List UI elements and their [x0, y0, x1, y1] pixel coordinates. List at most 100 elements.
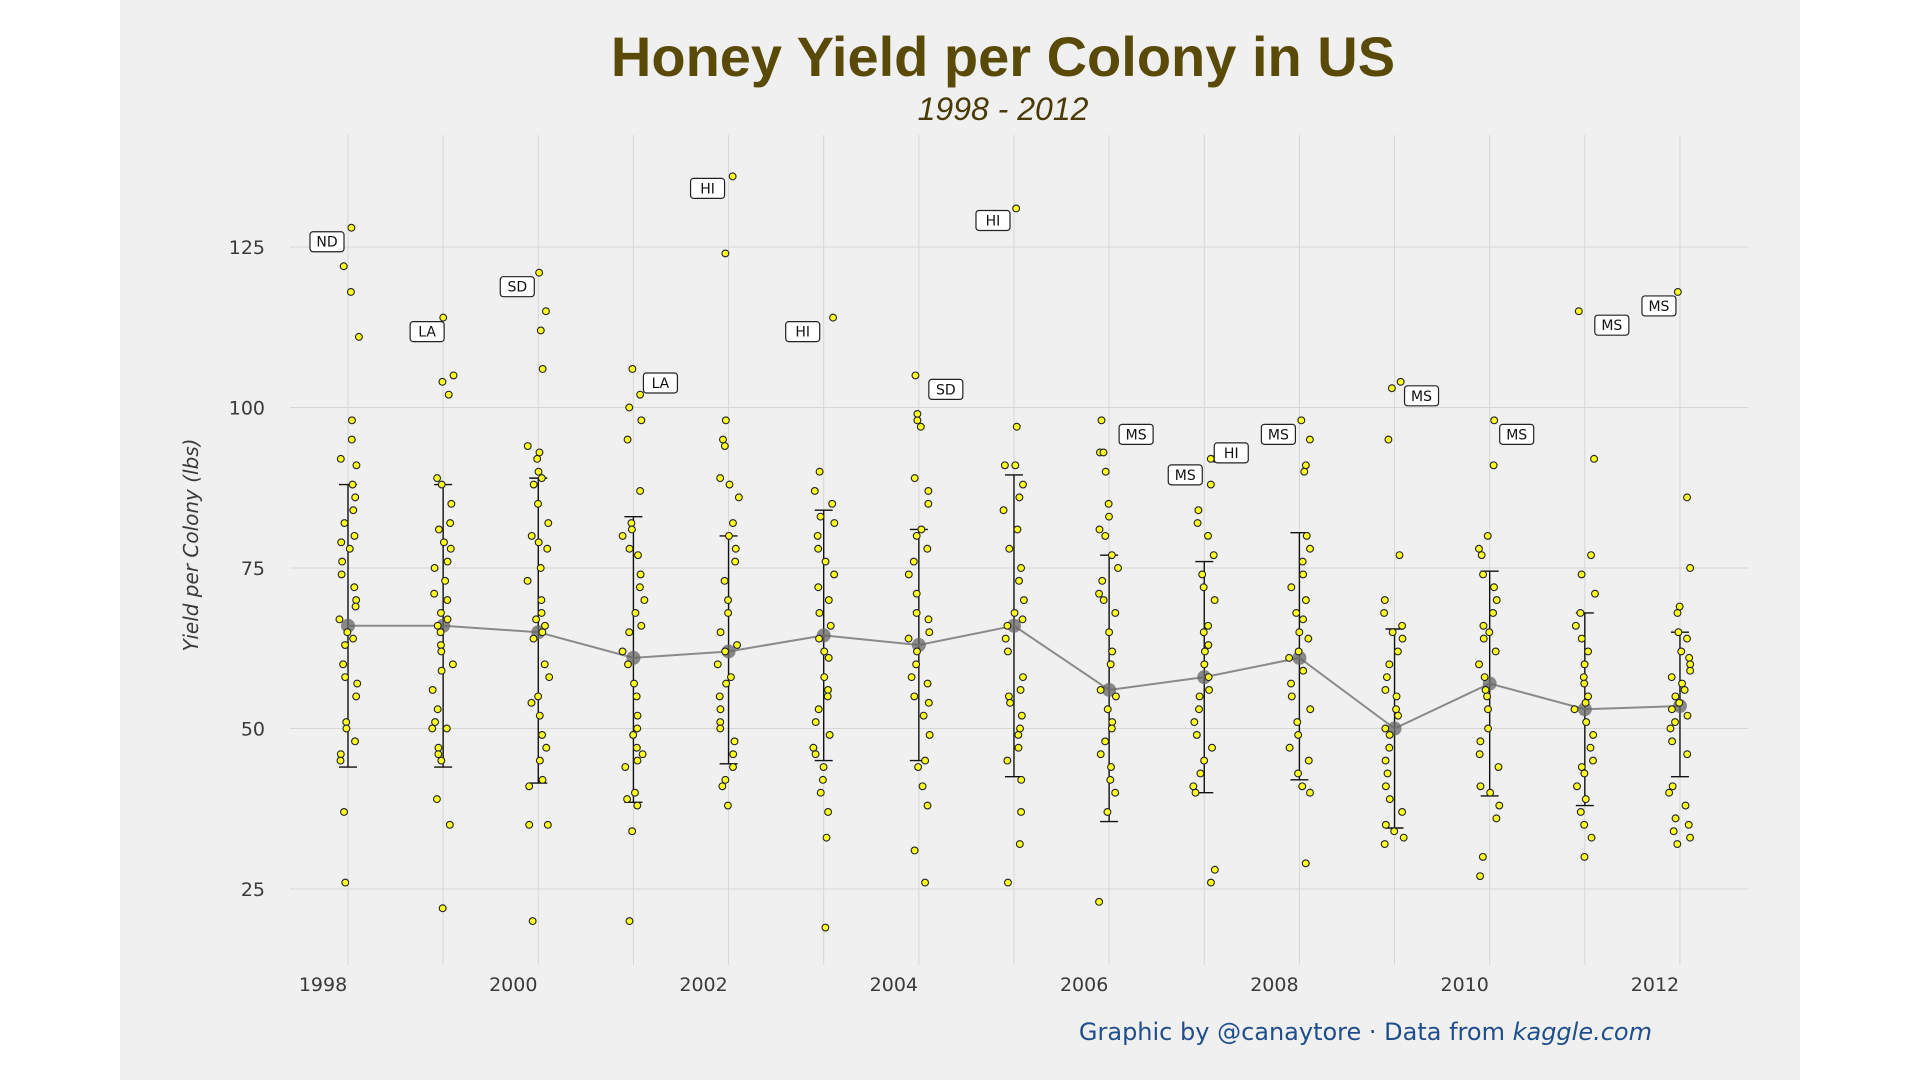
data-point: [535, 756, 544, 765]
data-point: [430, 564, 439, 572]
state-label-box: [1499, 423, 1535, 445]
data-point: [725, 480, 734, 489]
data-point: [923, 679, 932, 688]
data-point: [342, 718, 351, 727]
data-point: [1380, 608, 1389, 617]
data-point: [1300, 467, 1309, 476]
data-point: [1574, 307, 1583, 316]
data-point: [1104, 499, 1113, 508]
data-point: [715, 692, 724, 701]
data-point: [1003, 878, 1012, 887]
data-point: [819, 763, 828, 771]
data-point: [1577, 763, 1586, 771]
data-point: [1206, 480, 1215, 489]
data-point: [638, 750, 647, 759]
data-point: [1686, 660, 1695, 669]
data-point: [1305, 435, 1314, 444]
data-point: [1285, 653, 1294, 662]
state-label-text: HI: [795, 325, 810, 341]
data-point: [913, 647, 921, 656]
data-point: [815, 608, 824, 617]
data-point: [1381, 820, 1390, 829]
data-point: [1485, 628, 1494, 637]
data-point: [350, 531, 359, 540]
data-point: [625, 544, 634, 553]
data-point: [1581, 698, 1590, 707]
data-point: [721, 416, 730, 425]
data-point: [343, 628, 352, 637]
state-label-text: HI: [1224, 446, 1239, 462]
data-point: [627, 519, 636, 528]
data-point: [525, 782, 534, 791]
data-point: [633, 801, 642, 810]
data-point: [821, 557, 830, 566]
data-point: [1206, 878, 1215, 887]
data-point: [1399, 833, 1408, 842]
data-point: [1103, 705, 1112, 714]
data-point: [1384, 435, 1393, 444]
data-point: [1491, 647, 1500, 656]
data-point: [347, 435, 356, 444]
data-point: [1381, 756, 1390, 765]
data-point: [1195, 692, 1204, 701]
data-point: [921, 878, 930, 887]
data-point: [1111, 692, 1120, 701]
data-point: [1106, 775, 1115, 784]
data-point: [1004, 692, 1013, 701]
caption-source: kaggle.com: [1513, 1018, 1652, 1046]
data-point: [713, 660, 722, 669]
data-point: [1671, 718, 1679, 727]
data-point: [1481, 686, 1490, 694]
state-label-box: [1167, 464, 1203, 486]
data-point: [1584, 647, 1593, 656]
data-point: [1582, 718, 1591, 727]
data-point: [1189, 782, 1198, 791]
data-point: [1111, 608, 1120, 617]
data-point: [437, 480, 446, 489]
data-point: [434, 750, 443, 759]
data-point: [818, 775, 827, 784]
state-label-box: [1213, 442, 1249, 464]
data-point: [1114, 564, 1122, 572]
data-point: [1576, 608, 1585, 617]
state-label-text: LA: [652, 376, 670, 392]
data-point: [1479, 570, 1488, 579]
state-label-text: MS: [1268, 427, 1289, 443]
data-point: [731, 557, 740, 566]
data-point: [1669, 827, 1678, 836]
data-point: [1017, 808, 1026, 816]
data-point: [1685, 653, 1694, 662]
data-point: [1294, 730, 1303, 739]
data-point: [1383, 769, 1392, 778]
data-point: [924, 487, 933, 495]
data-point: [1017, 564, 1026, 572]
state-label-text: HI: [986, 213, 1001, 229]
data-point: [437, 756, 446, 765]
data-point: [1590, 454, 1599, 463]
data-point: [428, 686, 437, 694]
data-point: [625, 917, 634, 926]
data-point: [637, 416, 646, 425]
data-point: [1098, 576, 1107, 585]
data-point: [1570, 705, 1579, 714]
data-point: [629, 730, 638, 739]
data-point: [1014, 743, 1023, 752]
data-point: [1388, 628, 1397, 637]
data-point: [536, 564, 545, 572]
data-point: [1101, 531, 1110, 540]
data-point: [729, 519, 737, 528]
data-point: [1105, 512, 1113, 521]
data-point: [1581, 795, 1590, 804]
data-point: [447, 499, 456, 508]
data-point: [439, 313, 448, 322]
data-point: [1589, 730, 1598, 739]
data-point: [1573, 782, 1581, 791]
data-point: [628, 365, 637, 373]
data-point: [1476, 782, 1485, 791]
data-point: [441, 576, 450, 585]
state-label-text: MS: [1411, 389, 1432, 405]
data-point: [723, 801, 732, 810]
state-label: ND: [309, 231, 345, 253]
data-point: [1677, 647, 1686, 656]
data-point: [1003, 756, 1012, 765]
